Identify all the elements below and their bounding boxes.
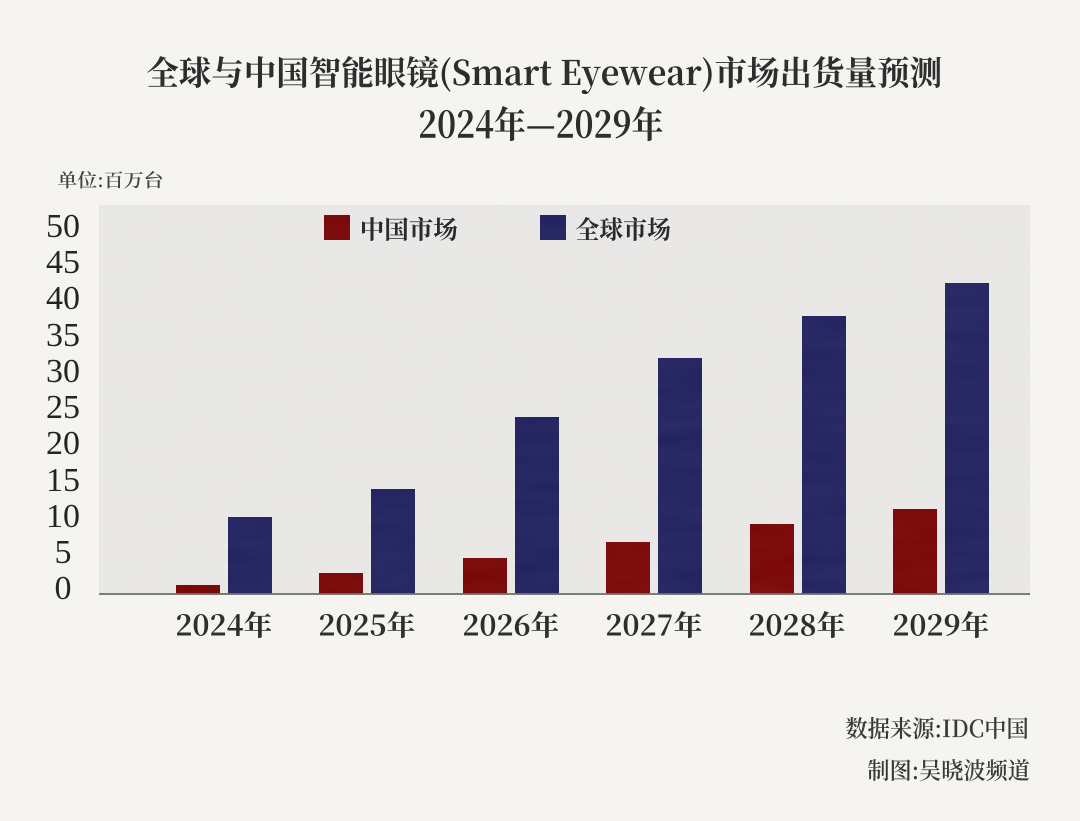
y-tick-50: 50 xyxy=(46,208,80,245)
x-axis-line xyxy=(99,593,1030,596)
y-tick-0: 0 xyxy=(54,570,72,608)
y-tick-40: 40 xyxy=(46,280,80,318)
legend-swatch-global xyxy=(540,215,566,240)
y-tick-45: 45 xyxy=(46,244,80,282)
y-tick-25: 25 xyxy=(46,389,80,427)
bar-global-2029年 xyxy=(945,282,989,594)
bar-china-2025年 xyxy=(319,573,364,594)
bar-global-2028年 xyxy=(801,315,846,594)
bar-global-2024年 xyxy=(228,516,272,594)
plot-area xyxy=(99,205,1030,594)
data-source-note: 数据来源:IDC中国 xyxy=(845,716,1028,739)
chart-title: 全球与中国智能眼镜(Smart Eyewear)市场出货量预测 xyxy=(147,55,941,94)
bar-china-2026年 xyxy=(462,557,507,594)
legend-swatch-china xyxy=(324,215,350,240)
y-tick-10: 10 xyxy=(46,497,80,535)
chart-subtitle: 2024年—2029年 xyxy=(420,106,663,142)
bar-china-2027年 xyxy=(606,541,651,594)
bar-global-2025年 xyxy=(371,488,416,594)
x-axis-label-2028: 2028年 xyxy=(750,610,845,638)
x-axis-label-2026: 2026年 xyxy=(463,610,559,638)
legend-label-china: 中国市场 xyxy=(362,216,458,241)
bar-global-2026年 xyxy=(514,417,559,594)
x-axis-label-2027: 2027年 xyxy=(607,610,702,638)
x-axis-label-2029: 2029年 xyxy=(893,610,989,638)
unit-label: 单位:百万台 xyxy=(58,171,163,189)
legend-label-global: 全球市场 xyxy=(576,216,671,241)
y-tick-30: 30 xyxy=(46,352,80,390)
y-tick-20: 20 xyxy=(46,425,80,463)
y-tick-15: 15 xyxy=(46,461,80,499)
y-tick-5: 5 xyxy=(54,533,72,571)
chart-credit-note: 制图:吴晓波频道 xyxy=(867,758,1029,782)
bar-global-2027年 xyxy=(658,357,703,594)
bar-china-2028年 xyxy=(749,524,794,594)
bar-china-2029年 xyxy=(893,508,937,594)
y-tick-35: 35 xyxy=(46,316,80,354)
x-axis-label-2025: 2025年 xyxy=(320,610,415,638)
x-axis-label-2024: 2024年 xyxy=(176,610,272,638)
